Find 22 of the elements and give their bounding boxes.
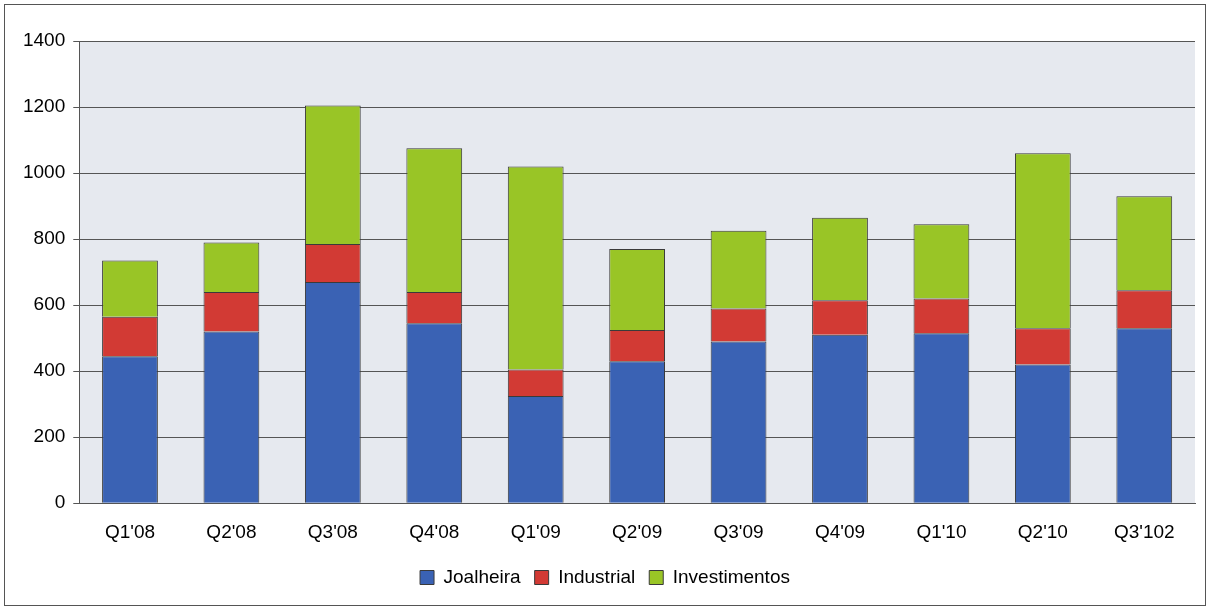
- y-tick-label: 1400: [22, 29, 66, 51]
- legend-label: Investimentos: [672, 565, 790, 587]
- x-tick-label: Q2'10: [1017, 520, 1068, 542]
- legend-label: Industrial: [558, 565, 636, 587]
- y-tick-label: 200: [33, 425, 66, 447]
- x-tick-label: Q4'08: [409, 520, 460, 542]
- y-tick-label: 400: [33, 359, 66, 381]
- y-tick-label: 600: [33, 293, 66, 315]
- x-tick-label: Q3'08: [307, 520, 358, 542]
- y-tick-label: 800: [33, 227, 66, 249]
- y-tick-label: 0: [54, 491, 66, 513]
- x-tick-label: Q2'08: [206, 520, 257, 542]
- x-tick-label: Q1'08: [104, 520, 156, 542]
- x-tick-label: Q1'09: [510, 520, 561, 542]
- y-tick-label: 1000: [22, 161, 66, 183]
- legend-label: Joalheira: [443, 565, 522, 587]
- x-tick-label: Q3'102: [1113, 520, 1175, 542]
- x-tick-label: Q4'09: [814, 520, 866, 542]
- y-tick-label: 1200: [22, 95, 66, 117]
- x-tick-label: Q3'09: [713, 520, 764, 542]
- x-tick-label: Q2'09: [612, 520, 663, 542]
- x-tick-label: Q1'10: [916, 520, 967, 542]
